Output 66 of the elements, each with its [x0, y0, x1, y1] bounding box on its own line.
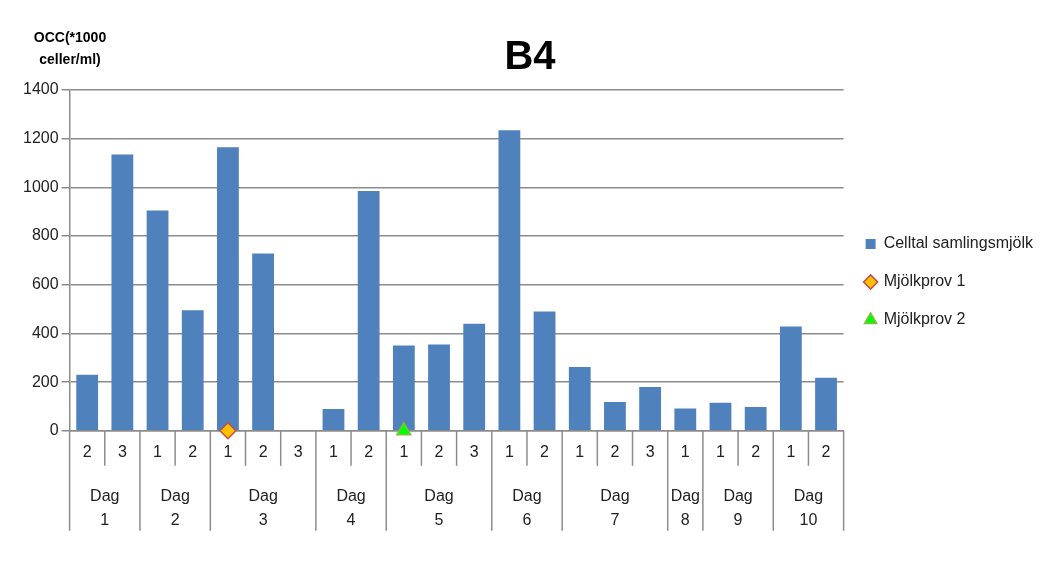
x-tick-label: 2 [610, 442, 620, 460]
x-tick-label: 2 [364, 442, 374, 460]
bar [568, 367, 591, 431]
bar [533, 311, 556, 431]
bar [674, 408, 697, 431]
legend-label: Celltal samlingsmjölk [883, 234, 1034, 252]
x-tick-label: 1 [680, 442, 690, 460]
text: Dag 9 [723, 487, 753, 529]
x-tick-label: 3 [469, 442, 479, 460]
x-tick-label: 2 [540, 442, 550, 460]
x-tick-label: 1 [504, 442, 514, 460]
bar [322, 408, 345, 431]
x-tick-label: 2 [188, 442, 198, 460]
y-tick-label: 600 [31, 275, 59, 293]
bar [181, 310, 204, 431]
legend-label: Mjölkprov 1 [883, 272, 966, 290]
bar [428, 344, 450, 431]
text: Dag 2 [160, 487, 190, 529]
bar [744, 406, 767, 431]
x-tick-label: 2 [258, 442, 268, 460]
x-tick-label: 3 [645, 442, 655, 460]
y-tick-label: 1200 [23, 129, 59, 147]
y-tick-label: 0 [49, 421, 59, 439]
x-tick-label: 3 [117, 442, 127, 460]
y-tick-label: 400 [31, 323, 59, 341]
text: Dag 1 [90, 487, 120, 529]
text: Dag 6 [512, 487, 542, 529]
bar [76, 374, 99, 431]
x-tick-label: 1 [716, 442, 726, 460]
x-tick-label: 2 [434, 442, 444, 460]
x-tick-label: 2 [821, 442, 831, 460]
y-tick-label: 200 [31, 372, 59, 390]
bar [146, 210, 169, 431]
bar [463, 323, 486, 431]
x-tick-label: 1 [575, 442, 585, 460]
text: Dag 8 [670, 487, 700, 529]
x-tick-label: 1 [153, 442, 163, 460]
bar [709, 402, 732, 431]
bar [357, 191, 380, 431]
bar [815, 377, 837, 431]
x-tick-label: 2 [82, 442, 92, 460]
y-tick-label: 1400 [23, 80, 59, 98]
y-tick-label: 800 [31, 226, 59, 244]
x-tick-label: 3 [293, 442, 303, 460]
legend-label: Mjölkprov 2 [883, 310, 966, 328]
bar [604, 402, 626, 431]
chart-title: B4 [504, 33, 557, 78]
text: Dag 4 [336, 487, 366, 529]
bar [779, 326, 802, 431]
text: Dag 10 [793, 487, 824, 529]
text: Dag 7 [600, 487, 630, 529]
y-tick-label: 1000 [23, 177, 59, 195]
text: Dag 3 [248, 487, 278, 529]
bar [252, 253, 275, 431]
bar [639, 386, 662, 431]
bar [498, 130, 521, 431]
x-tick-label: 1 [786, 442, 796, 460]
x-tick-label: 1 [329, 442, 339, 460]
x-tick-label: 1 [223, 442, 233, 460]
x-tick-label: 1 [399, 442, 409, 460]
bar [217, 147, 239, 431]
bar [392, 345, 415, 431]
x-tick-label: 2 [751, 442, 761, 460]
bar [111, 154, 134, 431]
text: Dag 5 [424, 487, 454, 529]
y-axis-title: OCC(*1000 celler/ml) [33, 28, 107, 67]
